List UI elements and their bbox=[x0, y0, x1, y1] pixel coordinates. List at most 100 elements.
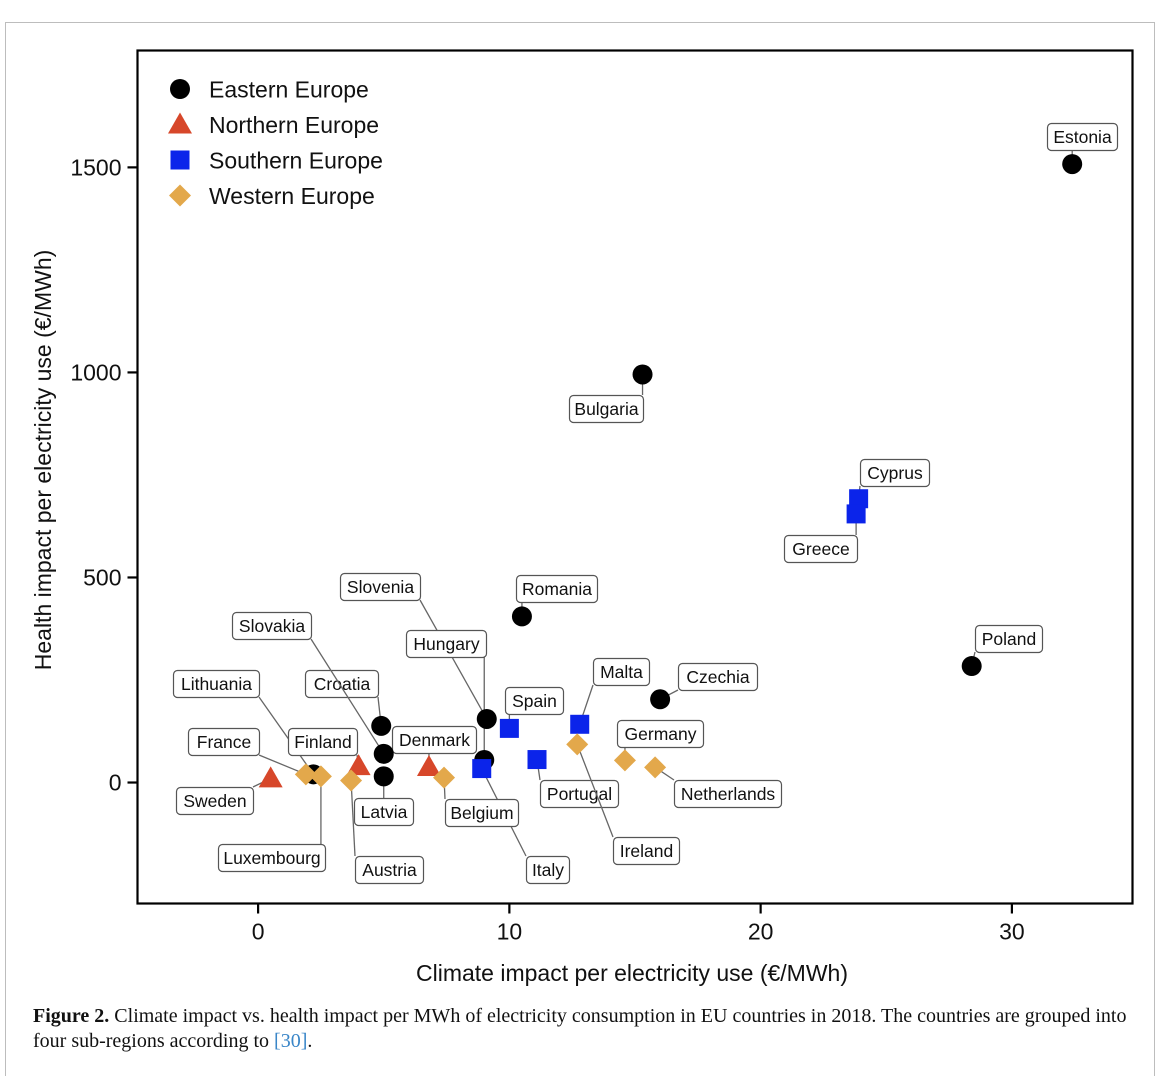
point-label: Austria bbox=[354, 855, 425, 885]
point-label: Cyprus bbox=[859, 458, 931, 488]
data-point-luxembourg bbox=[309, 765, 332, 788]
label-leader-line bbox=[258, 696, 314, 775]
data-point-ireland bbox=[566, 733, 589, 756]
point-label-box bbox=[783, 534, 859, 564]
point-label: Denmark bbox=[391, 725, 478, 755]
caption-text-end: . bbox=[307, 1030, 313, 1052]
point-label-box bbox=[405, 629, 488, 659]
data-point-poland bbox=[961, 656, 982, 677]
point-label-text: Sweden bbox=[183, 791, 246, 811]
y-tick-label: 500 bbox=[83, 564, 121, 590]
point-label-text: Germany bbox=[625, 724, 697, 744]
point-label-text: Cyprus bbox=[867, 463, 923, 483]
point-label: Bulgaria bbox=[568, 394, 645, 424]
point-label-text: Portugal bbox=[547, 784, 612, 804]
caption-label: Figure 2. bbox=[33, 1005, 110, 1027]
point-label-text: Lithuania bbox=[181, 674, 252, 694]
data-point-germany bbox=[613, 749, 636, 772]
point-label: Romania bbox=[515, 574, 599, 604]
point-label-box bbox=[172, 669, 261, 699]
point-label-box bbox=[592, 657, 651, 687]
point-label: Malta bbox=[592, 657, 651, 687]
data-point-slovakia bbox=[373, 743, 394, 764]
caption-reference-link[interactable]: [30] bbox=[274, 1030, 308, 1052]
point-label-text: Spain bbox=[512, 691, 557, 711]
point-label-text: Denmark bbox=[399, 730, 470, 750]
caption-text: Climate impact vs. health impact per MWh… bbox=[33, 1005, 1127, 1052]
point-label: Belgium bbox=[444, 798, 520, 828]
point-label-text: Finland bbox=[294, 732, 351, 752]
point-label-box bbox=[504, 686, 565, 716]
point-label: Czechia bbox=[677, 662, 759, 692]
point-label-text: Hungary bbox=[413, 634, 479, 654]
point-label-text: Poland bbox=[982, 629, 1037, 649]
point-label-text: Czechia bbox=[686, 667, 749, 687]
figure-frame bbox=[5, 22, 1155, 1076]
plot-frame bbox=[136, 49, 1134, 905]
point-label-box bbox=[391, 725, 478, 755]
point-label-text: Italy bbox=[532, 860, 564, 880]
point-label-box bbox=[616, 719, 705, 749]
data-point-finland bbox=[346, 754, 371, 776]
data-point-estonia bbox=[1062, 154, 1083, 175]
point-label: Slovenia bbox=[339, 572, 422, 602]
legend: Eastern Europe Northern Europe Southern Eu… bbox=[168, 77, 383, 209]
point-label: Slovakia bbox=[231, 611, 313, 641]
data-point-romania bbox=[511, 606, 532, 627]
point-label-box bbox=[304, 669, 380, 699]
legend-marker-diamond-icon bbox=[169, 184, 191, 207]
label-leader-line bbox=[258, 754, 307, 775]
point-label: Latvia bbox=[353, 797, 415, 827]
scatter-chart: Estonia Bulgaria Romania Poland Czechia Slove… bbox=[30, 49, 1134, 986]
point-label: Estonia bbox=[1046, 122, 1119, 152]
point-label-text: France bbox=[197, 732, 251, 752]
data-point-belgium bbox=[433, 766, 456, 789]
label-leader-line bbox=[310, 638, 385, 755]
point-label-box bbox=[515, 574, 599, 604]
legend-item: Eastern Europe bbox=[170, 77, 369, 103]
legend-label: Northern Europe bbox=[209, 112, 379, 138]
point-label: Poland bbox=[974, 624, 1044, 654]
point-label: Lithuania bbox=[172, 669, 261, 699]
point-label-box bbox=[525, 855, 571, 885]
point-label-text: Romania bbox=[522, 579, 592, 599]
axes-layer: 0 10 20 30 0 500 1000 1500 bbox=[70, 154, 1024, 944]
point-label: France bbox=[187, 727, 261, 757]
point-label-box bbox=[677, 662, 759, 692]
label-leader-line bbox=[350, 780, 356, 857]
point-label-box bbox=[287, 727, 359, 757]
point-label-text: Slovakia bbox=[239, 616, 305, 636]
point-label: Ireland bbox=[612, 836, 681, 866]
y-tick-label: 1500 bbox=[70, 154, 121, 180]
point-label-box bbox=[339, 572, 422, 602]
y-tick-label: 0 bbox=[109, 770, 122, 796]
data-point-malta bbox=[570, 714, 590, 734]
data-point-greece bbox=[846, 504, 866, 524]
y-axis-label: Health impact per electricity use (€/MWh… bbox=[30, 250, 56, 671]
data-point-netherlands bbox=[644, 756, 667, 779]
data-point-denmark bbox=[416, 754, 441, 776]
data-point-croatia bbox=[371, 715, 392, 736]
point-label-text: Slovenia bbox=[347, 577, 414, 597]
legend-label: Eastern Europe bbox=[209, 77, 369, 103]
data-point-italy bbox=[472, 759, 492, 779]
point-label: Spain bbox=[504, 686, 565, 716]
x-tick-label: 20 bbox=[748, 919, 774, 945]
data-point-austria bbox=[340, 769, 363, 792]
figure-caption: Figure 2. Climate impact vs. health impa… bbox=[33, 1004, 1133, 1054]
point-label: Finland bbox=[287, 727, 359, 757]
point-label-text: Belgium bbox=[450, 803, 513, 823]
data-point-cyprus bbox=[849, 489, 869, 509]
point-label-box bbox=[187, 727, 261, 757]
legend-label: Southern Europe bbox=[209, 148, 383, 174]
point-label: Germany bbox=[616, 719, 705, 749]
point-label-box bbox=[568, 394, 645, 424]
point-label-box bbox=[353, 797, 415, 827]
point-label: Portugal bbox=[539, 779, 620, 809]
label-leader-line bbox=[576, 744, 614, 838]
data-point-portugal bbox=[527, 750, 547, 770]
point-label: Croatia bbox=[304, 669, 380, 699]
data-point-sweden bbox=[258, 766, 283, 788]
legend-item: Western Europe bbox=[169, 183, 375, 209]
point-label-text: Austria bbox=[362, 860, 417, 880]
